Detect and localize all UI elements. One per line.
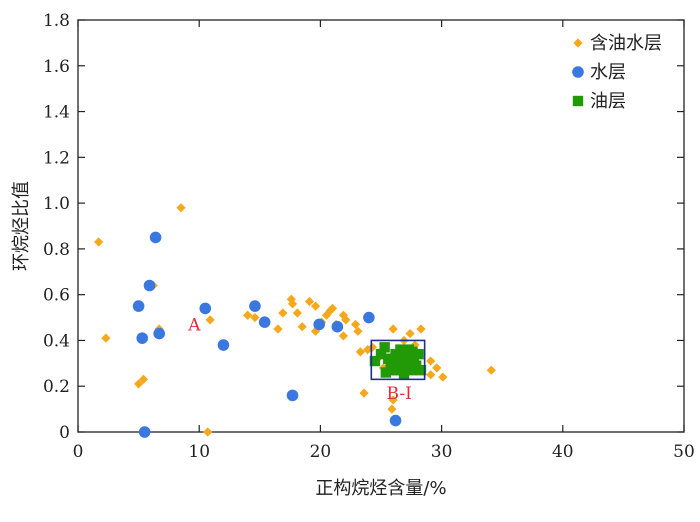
data-point-series-0	[367, 342, 378, 352]
y-axis-title: 环烷烃比值	[11, 181, 32, 271]
data-point-series-2	[383, 353, 394, 364]
x-axis-title: 正构烷烃含量/%	[315, 478, 446, 499]
data-point-series-0	[138, 374, 149, 384]
y-tick-label: 1.8	[43, 11, 70, 31]
data-point-series-0	[486, 365, 496, 375]
data-point-series-0	[327, 303, 338, 313]
data-point-series-1	[286, 389, 299, 402]
data-point-series-1	[217, 339, 230, 351]
annotation-label: A	[187, 315, 201, 335]
legend-entry: 油层	[590, 91, 626, 112]
data-point-series-0	[205, 315, 215, 325]
data-point-series-1	[143, 279, 156, 292]
data-point-series-0	[359, 388, 369, 398]
y-tick-label: 1.2	[43, 148, 70, 168]
data-point-series-2	[379, 342, 390, 353]
data-point-series-0	[426, 356, 436, 366]
data-point-series-1	[363, 311, 375, 324]
data-point-series-0	[297, 322, 307, 332]
data-point-series-1	[313, 318, 325, 331]
data-point-series-0	[243, 310, 253, 320]
data-point-series-0	[426, 370, 436, 380]
legend-entry: 水层	[590, 62, 626, 83]
data-point-series-0	[176, 203, 186, 213]
y-tick-label: 1.6	[43, 57, 70, 77]
data-point-series-1	[136, 332, 149, 344]
legend-marker	[572, 95, 584, 107]
data-point-series-2	[380, 367, 392, 378]
annotation-label: B-I	[387, 384, 412, 404]
data-point-series-2	[392, 355, 404, 367]
y-tick-label: 0.8	[43, 240, 70, 260]
data-point-series-0	[432, 363, 442, 373]
data-point-series-0	[363, 345, 373, 355]
data-point-series-1	[149, 231, 162, 244]
x-tick-label: 40	[552, 442, 574, 462]
data-point-series-0	[101, 333, 111, 343]
data-point-series-0	[273, 324, 283, 334]
legend-marker	[572, 66, 584, 78]
legend-entry: 含油水层	[590, 33, 662, 54]
data-point-series-0	[94, 237, 104, 247]
y-tick-label: 1.0	[43, 194, 70, 214]
plot-frame	[77, 19, 685, 433]
data-point-series-2	[369, 355, 381, 367]
data-point-series-0	[405, 328, 415, 339]
data-point-series-0	[388, 395, 398, 405]
y-tick-label: 0	[59, 423, 70, 443]
data-point-series-2	[398, 369, 410, 380]
data-point-series-0	[310, 301, 321, 311]
y-tick-label: 1.4	[43, 103, 70, 123]
data-point-series-2	[391, 365, 402, 376]
data-point-series-0	[287, 299, 298, 309]
data-point-series-1	[389, 414, 402, 427]
data-point-series-0	[353, 326, 363, 336]
data-point-series-0	[341, 315, 351, 325]
data-point-series-2	[395, 344, 406, 355]
data-point-series-0	[304, 296, 315, 307]
data-point-series-0	[388, 324, 398, 334]
data-point-series-2	[413, 348, 424, 360]
data-point-series-0	[350, 319, 361, 330]
x-tick-label: 0	[73, 442, 84, 462]
data-point-series-0	[250, 312, 260, 323]
data-point-series-0	[292, 308, 302, 318]
legend-marker	[573, 38, 583, 48]
x-tick-label: 20	[310, 442, 332, 462]
data-point-series-0	[438, 372, 448, 382]
x-tick-label: 50	[673, 442, 695, 462]
data-point-series-1	[153, 327, 166, 340]
data-point-series-1	[138, 426, 151, 438]
y-tick-label: 0.4	[43, 331, 70, 351]
data-point-series-1	[331, 320, 344, 333]
data-point-series-1	[249, 300, 261, 312]
data-point-series-1	[199, 302, 212, 315]
y-tick-label: 0.6	[43, 286, 70, 306]
data-point-series-0	[416, 324, 426, 334]
data-point-series-0	[338, 331, 349, 341]
data-point-series-2	[375, 348, 387, 360]
x-tick-label: 30	[431, 442, 453, 462]
x-tick-label: 10	[188, 442, 210, 462]
region-box	[370, 339, 426, 381]
data-point-series-1	[258, 316, 271, 328]
y-tick-label: 0.2	[43, 377, 70, 397]
data-point-series-0	[355, 347, 365, 357]
data-point-series-2	[402, 358, 413, 369]
data-point-series-2	[407, 346, 418, 358]
data-point-series-0	[203, 427, 213, 437]
data-point-series-1	[132, 300, 145, 312]
data-point-series-0	[278, 308, 288, 318]
data-point-series-0	[387, 404, 397, 414]
data-point-series-2	[400, 351, 411, 362]
data-point-series-0	[134, 379, 144, 389]
data-point-series-2	[415, 365, 427, 376]
